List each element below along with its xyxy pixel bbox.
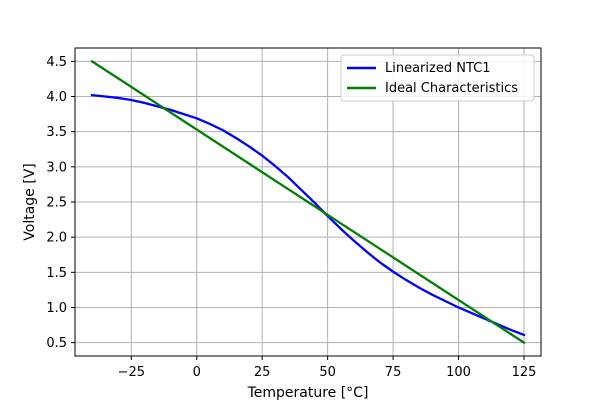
- legend: Linearized NTC1 Ideal Characteristics: [340, 54, 535, 102]
- x-tick-label: 75: [385, 365, 402, 380]
- x-axis-title: Temperature [°C]: [247, 385, 369, 400]
- y-axis-title: Voltage [V]: [22, 163, 38, 240]
- legend-box: [340, 54, 535, 102]
- x-tick-label: 0: [193, 365, 201, 380]
- x-tick-label: 50: [319, 365, 336, 380]
- y-tick-label: 1.0: [46, 301, 67, 316]
- y-tick-label: 4.5: [46, 55, 67, 70]
- series-lines: [90, 59, 526, 345]
- y-tick-label: 4.0: [46, 90, 67, 105]
- y-tick-label: 2.5: [46, 196, 67, 211]
- axis-ticks: −25 0 25 50 75 100 125 0.5 1.0 1.5 2.0 2.5 3.0 3.5 4.0…: [46, 55, 536, 380]
- x-tick-label: 100: [446, 365, 471, 380]
- legend-label-linearized-ntc1: Linearized NTC1: [385, 61, 490, 76]
- series-line-linearized-ntc1: [90, 93, 526, 337]
- series-line-ideal-characteristics: [90, 59, 526, 345]
- y-tick-label: 0.5: [46, 336, 67, 351]
- x-tick-label: 25: [254, 365, 271, 380]
- legend-label-ideal-characteristics: Ideal Characteristics: [385, 81, 518, 96]
- x-tick-label: −25: [118, 365, 145, 380]
- y-tick-label: 3.0: [46, 160, 67, 175]
- y-tick-label: 2.0: [46, 231, 67, 246]
- y-tick-label: 1.5: [46, 266, 67, 281]
- y-tick-label: 3.5: [46, 125, 67, 140]
- x-tick-label: 125: [512, 365, 537, 380]
